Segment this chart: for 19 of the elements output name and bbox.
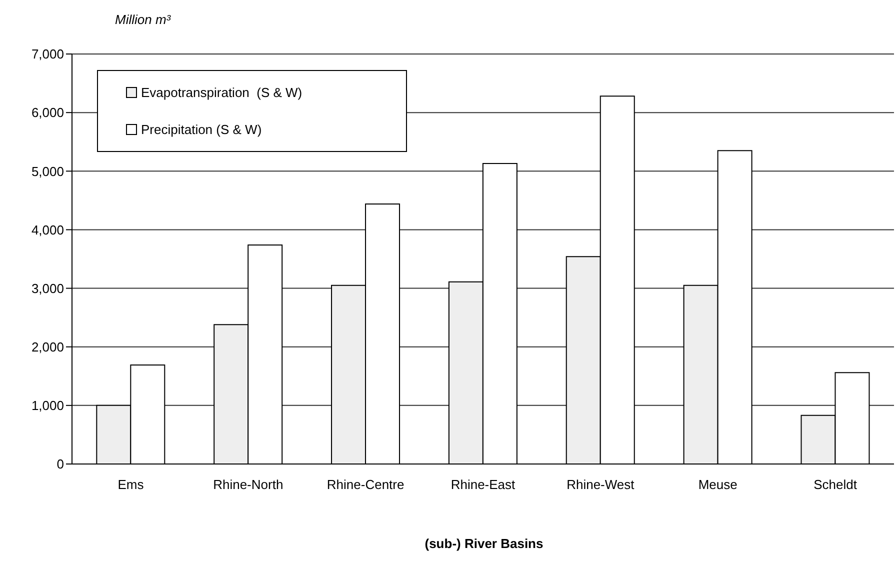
- x-axis-title: (sub-) River Basins: [424, 536, 544, 551]
- y-tick-label: 2,000: [31, 339, 64, 354]
- x-tick-label: Rhine-East: [450, 477, 516, 492]
- y-tick-label: 3,000: [31, 280, 64, 296]
- y-tick-label: 0: [56, 456, 64, 472]
- x-tick-label: Meuse: [698, 477, 738, 492]
- x-tick-label: Rhine-North: [213, 477, 284, 492]
- x-tick-label: Rhine-Centre: [326, 477, 404, 492]
- y-tick-label: 5,000: [31, 164, 64, 179]
- x-tick-label: Scheldt: [814, 477, 858, 492]
- y-tick-label: 7,000: [31, 46, 64, 62]
- y-axis-title: Million m³: [115, 12, 171, 27]
- y-tick-label: 4,000: [31, 222, 64, 238]
- x-tick-label: Ems: [118, 477, 144, 492]
- y-tick-label: 1,000: [31, 398, 64, 414]
- y-tick-label: 6,000: [31, 105, 64, 120]
- x-tick-label: Rhine-West: [566, 477, 635, 492]
- legend-label: Evapotranspiration (S & W): [141, 85, 302, 100]
- legend-label: Precipitation (S & W): [141, 122, 262, 137]
